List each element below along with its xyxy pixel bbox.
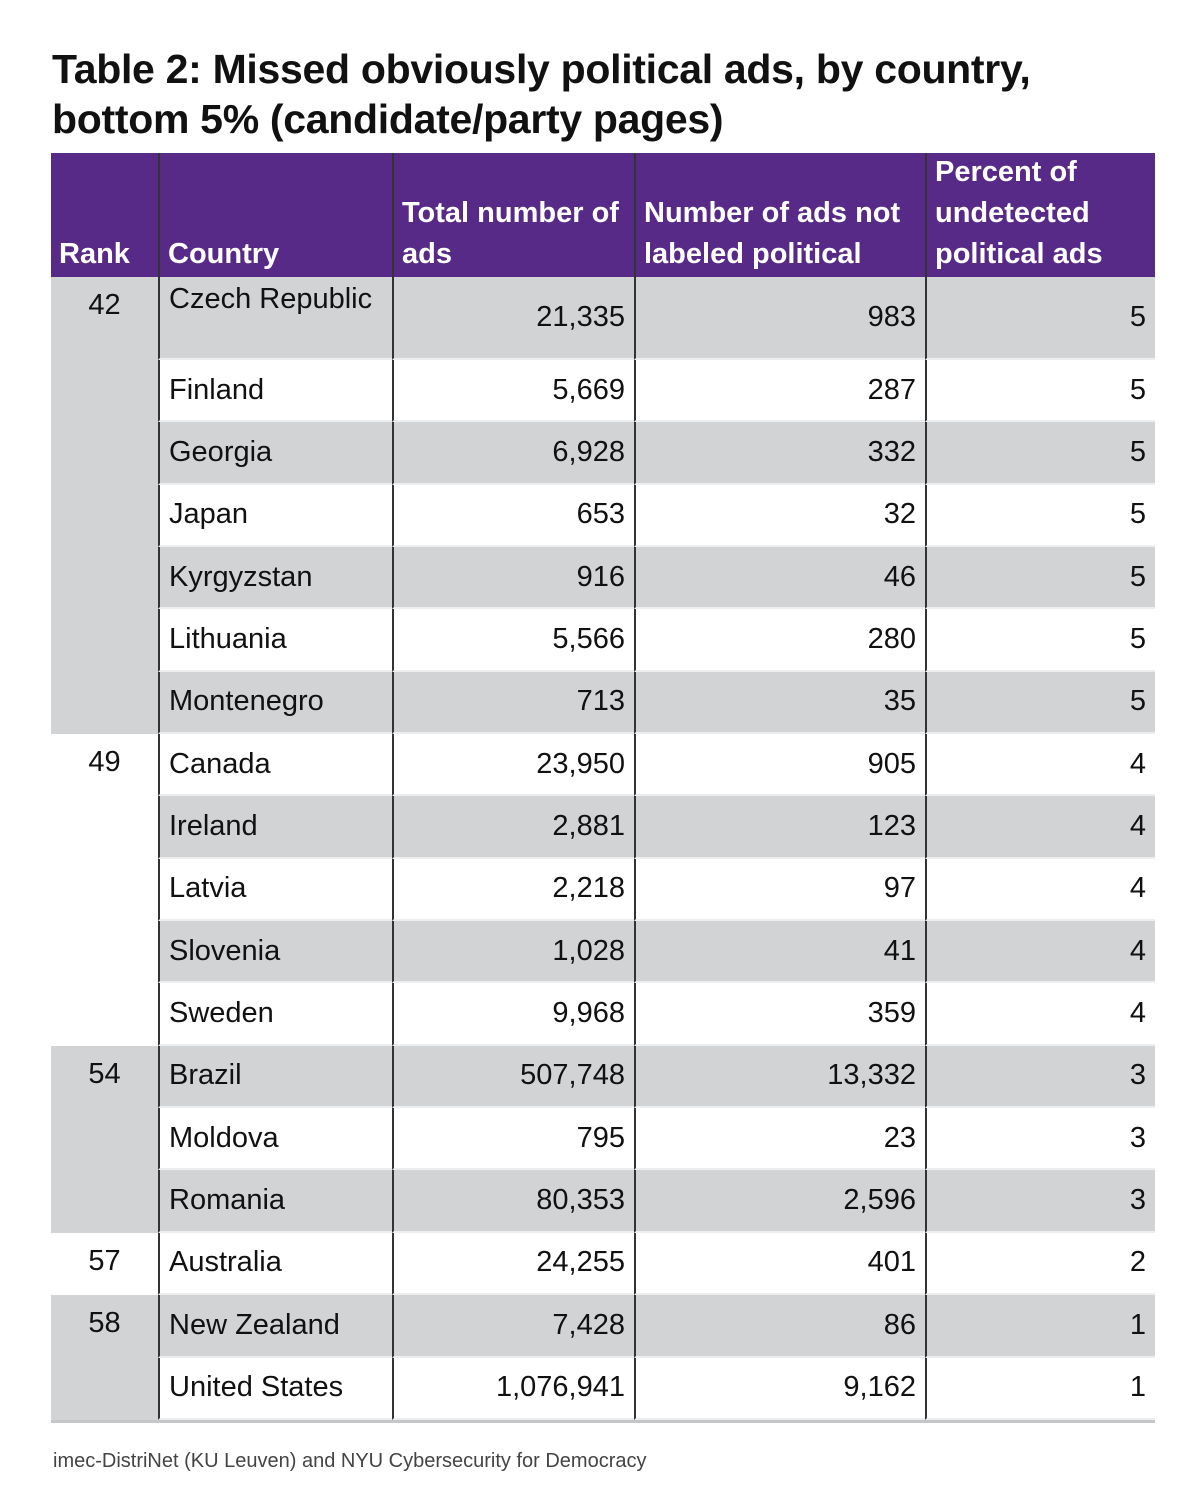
- percent-cell: 5: [925, 484, 1155, 548]
- table-bottom-border: [51, 1419, 1155, 1423]
- percent-cell: 4: [925, 858, 1155, 922]
- country-cell: Ireland: [158, 796, 392, 859]
- total-ads-cell: 9,968: [392, 983, 634, 1046]
- country-cell: New Zealand: [158, 1295, 392, 1358]
- country-cell: Moldova: [158, 1108, 392, 1171]
- source-credit: imec-DistriNet (KU Leuven) and NYU Cyber…: [53, 1450, 647, 1472]
- percent-cell: 5: [925, 360, 1155, 423]
- percent-cell: 5: [925, 609, 1155, 672]
- country-cell: Czech Republic: [158, 277, 392, 360]
- country-cell: Brazil: [158, 1045, 392, 1109]
- rank-cell: 57: [51, 1232, 158, 1296]
- total-ads-cell: 2,218: [392, 858, 634, 922]
- percent-cell: 5: [925, 671, 1155, 735]
- not-labeled-cell: 983: [634, 277, 925, 360]
- not-labeled-cell: 905: [634, 734, 925, 797]
- percent-cell: 4: [925, 921, 1155, 984]
- percent-cell: 4: [925, 983, 1155, 1046]
- not-labeled-cell: 46: [634, 547, 925, 610]
- rank-cell: 49: [51, 734, 158, 1046]
- not-labeled-cell: 23: [634, 1108, 925, 1171]
- not-labeled-cell: 287: [634, 360, 925, 423]
- total-ads-cell: 23,950: [392, 734, 634, 797]
- percent-cell: 3: [925, 1045, 1155, 1109]
- percent-cell: 3: [925, 1170, 1155, 1233]
- total-ads-cell: 795: [392, 1108, 634, 1171]
- rank-cell: 42: [51, 277, 158, 735]
- rank-cell: 54: [51, 1045, 158, 1233]
- not-labeled-cell: 86: [634, 1295, 925, 1358]
- country-cell: Canada: [158, 734, 392, 797]
- total-ads-cell: 653: [392, 484, 634, 548]
- not-labeled-cell: 32: [634, 484, 925, 548]
- country-cell: Romania: [158, 1170, 392, 1233]
- not-labeled-cell: 2,596: [634, 1170, 925, 1233]
- header-not-labeled: Number of ads not labeled political: [634, 153, 925, 277]
- country-cell: Slovenia: [158, 921, 392, 984]
- not-labeled-cell: 359: [634, 983, 925, 1046]
- country-cell: Lithuania: [158, 609, 392, 672]
- data-table: Rank Country Total number of ads Number of …: [51, 153, 1155, 1423]
- not-labeled-cell: 9,162: [634, 1357, 925, 1420]
- country-cell: Japan: [158, 484, 392, 548]
- total-ads-cell: 713: [392, 671, 634, 735]
- percent-cell: 5: [925, 277, 1155, 360]
- not-labeled-cell: 35: [634, 671, 925, 735]
- country-cell: United States: [158, 1357, 392, 1420]
- country-cell: Kyrgyzstan: [158, 547, 392, 610]
- not-labeled-cell: 97: [634, 858, 925, 922]
- percent-cell: 5: [925, 547, 1155, 610]
- rank-cell: 58: [51, 1295, 158, 1420]
- total-ads-cell: 507,748: [392, 1045, 634, 1109]
- header-rank: Rank: [51, 153, 158, 277]
- total-ads-cell: 5,566: [392, 609, 634, 672]
- total-ads-cell: 1,028: [392, 921, 634, 984]
- total-ads-cell: 916: [392, 547, 634, 610]
- percent-cell: 5: [925, 422, 1155, 485]
- not-labeled-cell: 41: [634, 921, 925, 984]
- country-cell: Finland: [158, 360, 392, 423]
- country-cell: Australia: [158, 1232, 392, 1296]
- country-cell: Montenegro: [158, 671, 392, 735]
- not-labeled-cell: 123: [634, 796, 925, 859]
- table-title: Table 2: Missed obviously political ads,…: [52, 46, 1031, 142]
- total-ads-cell: 7,428: [392, 1295, 634, 1358]
- country-cell: Georgia: [158, 422, 392, 485]
- total-ads-cell: 80,353: [392, 1170, 634, 1233]
- percent-cell: 4: [925, 734, 1155, 797]
- not-labeled-cell: 332: [634, 422, 925, 485]
- total-ads-cell: 2,881: [392, 796, 634, 859]
- total-ads-cell: 24,255: [392, 1232, 634, 1296]
- total-ads-cell: 6,928: [392, 422, 634, 485]
- header-total-ads: Total number of ads: [392, 153, 634, 277]
- country-cell: Sweden: [158, 983, 392, 1046]
- total-ads-cell: 21,335: [392, 277, 634, 360]
- percent-cell: 2: [925, 1232, 1155, 1296]
- not-labeled-cell: 280: [634, 609, 925, 672]
- percent-cell: 1: [925, 1357, 1155, 1420]
- country-cell: Latvia: [158, 858, 392, 922]
- percent-cell: 1: [925, 1295, 1155, 1358]
- not-labeled-cell: 13,332: [634, 1045, 925, 1109]
- percent-cell: 4: [925, 796, 1155, 859]
- percent-cell: 3: [925, 1108, 1155, 1171]
- header-country: Country: [158, 153, 392, 277]
- not-labeled-cell: 401: [634, 1232, 925, 1296]
- total-ads-cell: 1,076,941: [392, 1357, 634, 1420]
- total-ads-cell: 5,669: [392, 360, 634, 423]
- header-percent: Percent of undetected political ads: [925, 153, 1155, 277]
